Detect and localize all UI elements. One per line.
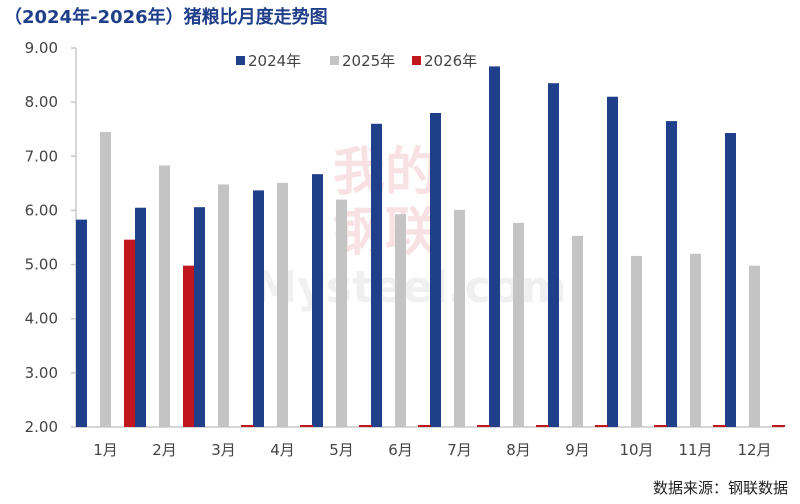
bar-2026 <box>124 239 135 427</box>
bar-2026-empty <box>595 425 608 427</box>
bar-2024 <box>489 66 500 427</box>
bar-2026-empty <box>300 425 313 427</box>
bar-2024 <box>312 174 323 427</box>
y-tick-label: 6.00 <box>25 201 58 219</box>
bar-2026-empty <box>772 425 785 427</box>
bar-2026-empty <box>241 425 254 427</box>
bar-2025 <box>572 235 583 427</box>
y-axis: 2.00 3.00 4.00 5.00 6.00 7.00 8.00 9.00 <box>25 39 77 436</box>
bar-2024 <box>725 133 736 428</box>
bar-2024 <box>607 96 618 427</box>
bar-2026 <box>183 265 194 427</box>
y-tick-label: 3.00 <box>25 364 58 382</box>
legend-swatch-2026 <box>412 56 421 65</box>
y-tick-label: 2.00 <box>25 418 58 436</box>
bar-2024 <box>194 207 205 427</box>
bars <box>76 66 785 428</box>
bar-2025 <box>395 214 406 427</box>
x-tick-label: 10月 <box>619 441 653 459</box>
x-tick-label: 2月 <box>152 441 177 459</box>
bar-2025 <box>277 182 288 427</box>
bar-2024 <box>548 83 559 427</box>
y-tick-label: 5.00 <box>25 256 58 274</box>
bar-2025 <box>454 209 465 427</box>
x-tick-label: 9月 <box>565 441 590 459</box>
bar-2026-empty <box>713 425 726 427</box>
y-tick-label: 9.00 <box>25 39 58 57</box>
bar-2025 <box>749 265 760 427</box>
legend-label-2025: 2025年 <box>342 52 395 70</box>
bar-2025 <box>218 184 229 427</box>
bar-2024 <box>666 121 677 427</box>
bar-2025 <box>336 199 347 427</box>
legend-swatch-2024 <box>236 56 245 65</box>
bar-2024 <box>371 123 382 428</box>
source-note: 数据来源：钢联数据 <box>652 479 788 497</box>
watermark-text: 我的 <box>333 143 437 203</box>
bar-2026-empty <box>536 425 549 427</box>
chart-title: （2024年-2026年）猪粮比月度走势图 <box>4 7 328 28</box>
bar-2026-empty <box>359 425 372 427</box>
x-tick-label: 6月 <box>388 441 413 459</box>
x-tick-label: 8月 <box>506 441 531 459</box>
legend-label-2024: 2024年 <box>248 52 301 70</box>
bar-2024 <box>76 219 87 427</box>
bar-2026-empty <box>654 425 667 427</box>
x-tick-label: 4月 <box>270 441 295 459</box>
y-tick-label: 8.00 <box>25 93 58 111</box>
x-tick-label: 5月 <box>329 441 354 459</box>
bar-2024 <box>430 112 441 427</box>
legend: 2024年 2025年 2026年 <box>236 52 477 70</box>
bar-2025 <box>100 131 111 427</box>
x-tick-label: 7月 <box>447 441 472 459</box>
bar-2025 <box>690 253 701 427</box>
y-tick-label: 7.00 <box>25 147 58 165</box>
legend-swatch-2025 <box>330 56 339 65</box>
bar-2026-empty <box>418 425 431 427</box>
y-tick-label: 4.00 <box>25 310 58 328</box>
x-tick-label: 11月 <box>678 441 712 459</box>
bar-2025 <box>159 165 170 428</box>
x-tick-label: 3月 <box>211 441 236 459</box>
bar-2025 <box>631 255 642 427</box>
x-tick-label: 1月 <box>93 441 118 459</box>
watermark-text: 钢联 <box>333 203 437 263</box>
bar-2024 <box>253 190 264 427</box>
x-tick-label: 12月 <box>737 441 771 459</box>
legend-label-2026: 2026年 <box>424 52 477 70</box>
bar-2024 <box>135 207 146 427</box>
x-axis: 1月 2月 3月 4月 5月 6月 7月 8月 9月 10月 11月 12月 <box>76 426 784 459</box>
bar-2025 <box>513 222 524 427</box>
bar-2026-empty <box>477 425 490 427</box>
